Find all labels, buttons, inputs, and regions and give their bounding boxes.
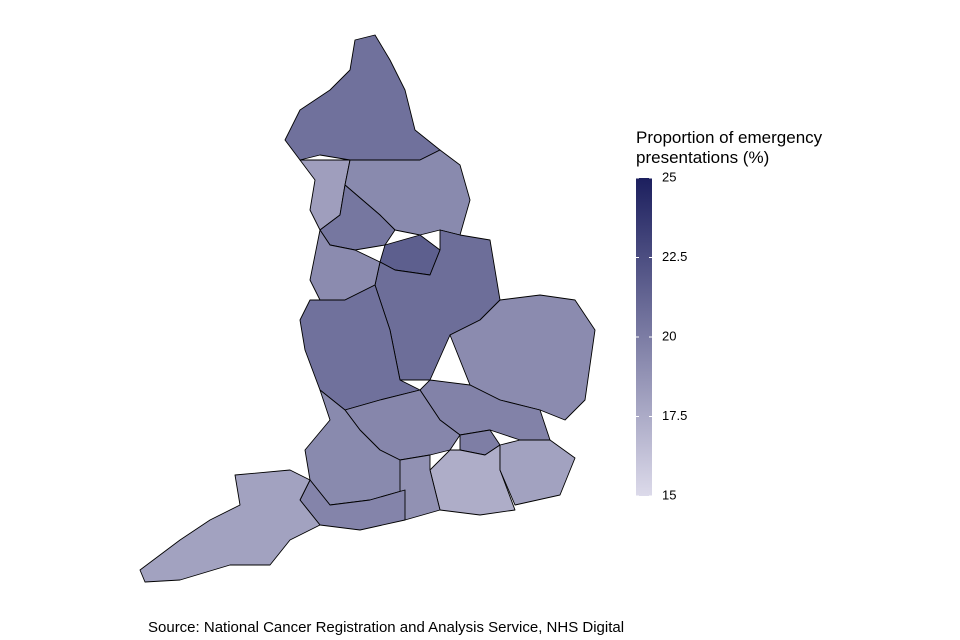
tick-label: 15 [662, 487, 676, 502]
region [399, 454, 441, 521]
region [139, 469, 321, 583]
region [499, 439, 576, 506]
tick-label: 22.5 [662, 249, 687, 264]
source-note: Source: National Cancer Registration and… [148, 619, 625, 636]
tick-label: 25 [662, 169, 676, 184]
region [449, 294, 596, 421]
legend-title: Proportion of emergency presentations (%… [636, 128, 823, 167]
region [284, 34, 441, 166]
tick-label: 20 [662, 328, 676, 343]
tick-label: 17.5 [662, 408, 687, 423]
colorbar [636, 178, 652, 496]
